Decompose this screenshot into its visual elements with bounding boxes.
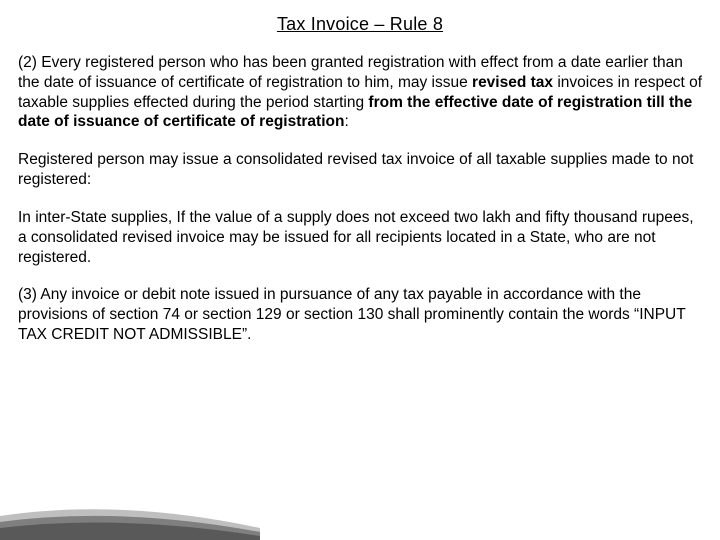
- paragraph-interstate: In inter-State supplies, If the value of…: [18, 208, 704, 267]
- paragraph-rule-2: (2) Every registered person who has been…: [18, 53, 704, 132]
- paragraph-consolidated: Registered person may issue a consolidat…: [18, 150, 704, 190]
- document-body: (2) Every registered person who has been…: [0, 53, 720, 345]
- p1-text-e: :: [344, 113, 348, 130]
- paragraph-rule-3: (3) Any invoice or debit note issued in …: [18, 285, 704, 344]
- p1-bold-revised-tax: revised tax: [472, 74, 553, 91]
- swoosh-layer-mid: [0, 516, 260, 540]
- swoosh-layer-top: [0, 509, 260, 540]
- swoosh-layer-bot: [0, 523, 260, 540]
- page-title: Tax Invoice – Rule 8: [0, 0, 720, 53]
- decorative-swoosh: [0, 492, 260, 540]
